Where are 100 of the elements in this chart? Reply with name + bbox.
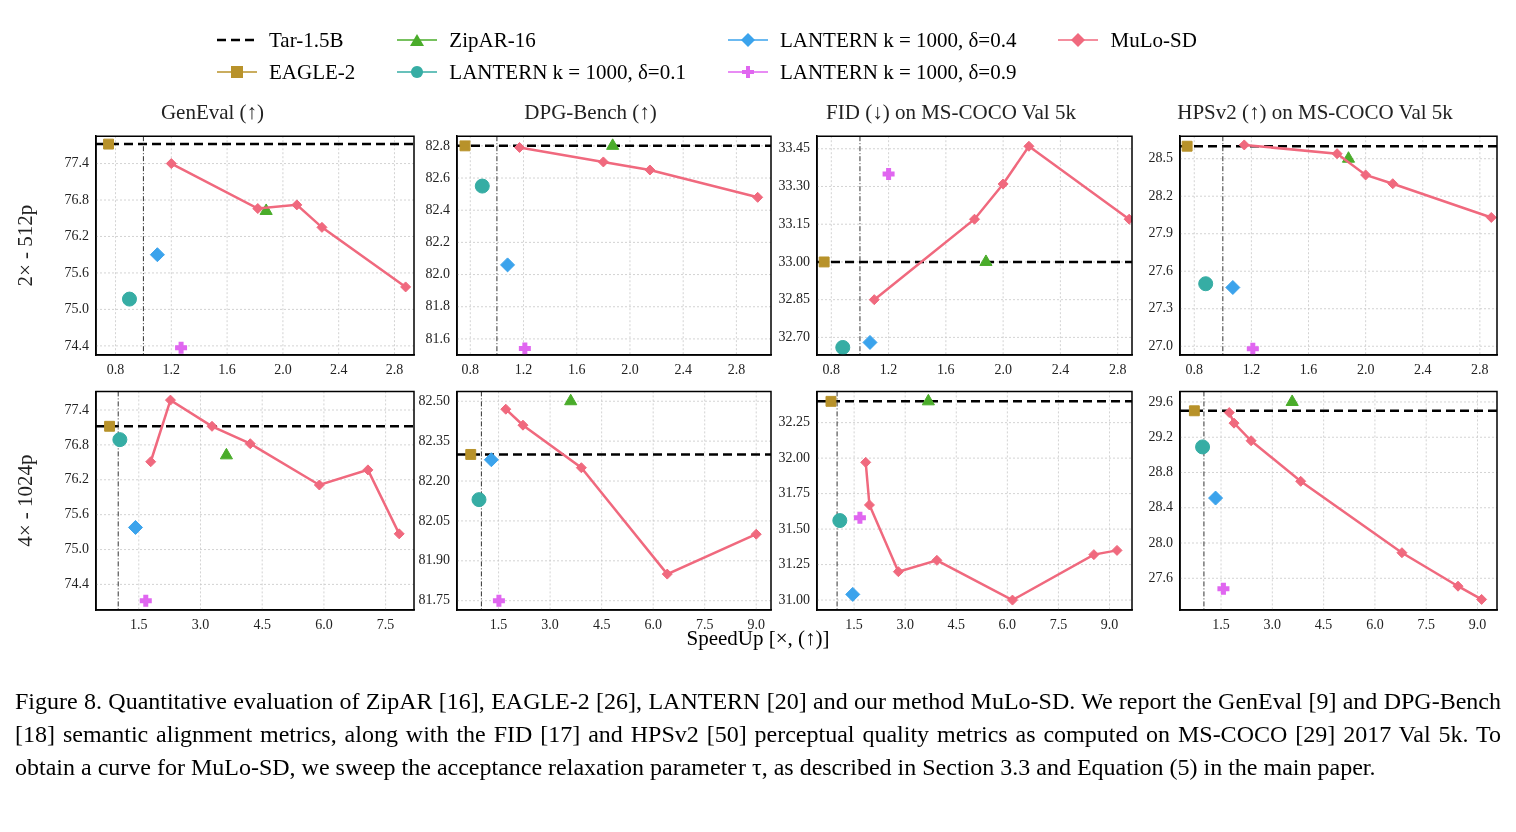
x-tick-label: 3.0 xyxy=(541,617,559,633)
point xyxy=(362,464,374,476)
point xyxy=(1360,169,1372,181)
x-tick-label: 7.5 xyxy=(376,617,395,633)
y-tick-label: 77.4 xyxy=(64,155,89,171)
point xyxy=(1088,549,1100,561)
y-tick-label: 27.3 xyxy=(1148,300,1173,316)
x-tick-label: 1.2 xyxy=(879,362,898,378)
point xyxy=(832,513,848,529)
point xyxy=(291,199,303,211)
legend-label: LANTERN k = 1000, δ=0.9 xyxy=(779,59,1017,85)
point xyxy=(1181,140,1193,152)
chart-title: FID (↓) on MS-COCO Val 5k xyxy=(826,100,1077,125)
point xyxy=(393,528,405,540)
x-tick-label: 2.0 xyxy=(994,362,1012,378)
x-tick-label: 6.0 xyxy=(644,617,662,633)
x-tick-label: 2.4 xyxy=(674,362,692,378)
x-tick-label: 6.0 xyxy=(998,617,1017,633)
point xyxy=(500,257,516,273)
point xyxy=(818,256,830,268)
x-tick-label: 2.4 xyxy=(329,362,348,378)
y-tick-label: 31.25 xyxy=(778,556,810,572)
legend-label: ZipAR-16 xyxy=(449,27,536,53)
y-tick-label: 31.75 xyxy=(778,485,810,501)
point xyxy=(471,492,487,508)
point xyxy=(1023,140,1035,152)
x-tick-label: 2.0 xyxy=(1356,362,1375,378)
point xyxy=(244,438,256,450)
point xyxy=(892,566,904,578)
x-tick-label: 1.6 xyxy=(218,362,236,378)
point xyxy=(644,164,656,176)
y-tick-label: 32.85 xyxy=(778,291,810,307)
point xyxy=(1295,475,1307,487)
y-tick-label: 82.50 xyxy=(418,392,450,408)
y-tick-label: 75.6 xyxy=(64,264,89,280)
point xyxy=(121,291,137,307)
point xyxy=(661,568,673,580)
point xyxy=(997,178,1009,190)
point xyxy=(465,448,477,460)
x-tick-label: 2.8 xyxy=(385,362,404,378)
point xyxy=(969,213,980,225)
y-tick-label: 32.70 xyxy=(778,329,810,345)
y-tick-label: 75.0 xyxy=(64,301,89,317)
x-tick-label: 1.6 xyxy=(1299,362,1318,378)
point xyxy=(564,393,578,406)
y-tick-label: 27.6 xyxy=(1148,262,1173,278)
y-tick-label: 29.2 xyxy=(1148,428,1173,444)
y-tick-label: 81.8 xyxy=(425,298,450,314)
point xyxy=(1396,547,1408,559)
point xyxy=(750,528,762,540)
point xyxy=(863,499,875,511)
y-tick-label: 33.15 xyxy=(778,215,810,231)
y-tick-label: 75.0 xyxy=(64,541,89,557)
point xyxy=(112,432,128,448)
point xyxy=(514,141,526,153)
x-tick-label: 1.5 xyxy=(489,617,508,633)
y-tick-label: 76.2 xyxy=(64,228,89,244)
x-tick-label: 3.0 xyxy=(1263,617,1282,633)
y-tick-label: 82.2 xyxy=(425,234,450,250)
x-tick-label: 7.5 xyxy=(1049,617,1068,633)
point xyxy=(1006,594,1018,606)
point xyxy=(1331,148,1343,160)
x-tick-label: 1.5 xyxy=(1212,617,1230,633)
point xyxy=(483,452,499,468)
y-tick-label: 75.6 xyxy=(64,506,89,522)
y-tick-label: 76.8 xyxy=(64,191,89,207)
x-tick-label: 1.6 xyxy=(937,362,955,378)
x-tick-label: 3.0 xyxy=(896,617,914,633)
y-tick-label: 32.00 xyxy=(778,449,810,465)
caption: Figure 8. Quantitative evaluation of ZipAR [16], EAGLE-2 [26], LANTERN [20] and our method MuLo-SD. We report the GenEval [9] and DPG-Bench [18] semantic alignment metrics, along with the FID [17] and HPSv2 [50] perceptual quality metrics as computed on MS-COCO [29] 2017 Val 5k. To obtain a curve for MuLo-SD, we sweep the acceptance relaxation parameter τ, as described in Section 3.3 and Equation (5) in the main paper. xyxy=(15,687,1501,782)
point xyxy=(1225,279,1241,295)
x-tick-label: 1.2 xyxy=(162,362,181,378)
point xyxy=(500,403,512,415)
y-tick-label: 28.4 xyxy=(1148,499,1173,515)
x-tick-label: 4.5 xyxy=(947,617,966,633)
y-axis-title: 4× - 1024p xyxy=(13,454,38,547)
point xyxy=(597,156,609,168)
y-tick-label: 33.45 xyxy=(778,140,810,156)
x-tick-label: 2.8 xyxy=(1108,362,1127,378)
x-tick-label: 2.8 xyxy=(1471,362,1489,378)
y-tick-label: 28.8 xyxy=(1148,464,1173,480)
chart-title: GenEval (↑) xyxy=(160,100,265,125)
point xyxy=(145,456,157,468)
x-tick-label: 1.6 xyxy=(568,362,586,378)
point xyxy=(474,178,490,194)
point xyxy=(825,395,837,407)
point xyxy=(164,394,176,406)
point xyxy=(868,294,880,306)
legend-label: Tar-1.5B xyxy=(269,27,344,53)
point xyxy=(103,138,114,150)
x-tick-label: 1.2 xyxy=(1242,362,1261,378)
point xyxy=(1452,580,1464,592)
point xyxy=(165,158,177,170)
y-axis-title: 2× - 512p xyxy=(13,204,38,287)
x-tick-label: 1.2 xyxy=(514,362,533,378)
point xyxy=(931,554,943,566)
y-tick-label: 77.4 xyxy=(64,401,89,417)
x-tick-label: 0.8 xyxy=(822,362,841,378)
y-tick-label: 27.9 xyxy=(1148,225,1173,241)
y-tick-label: 82.0 xyxy=(425,266,450,282)
